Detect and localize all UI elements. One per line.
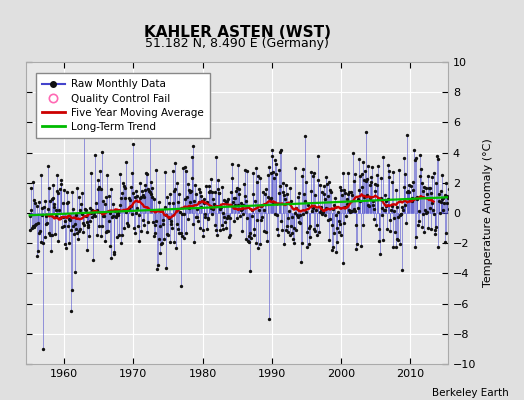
Text: Berkeley Earth: Berkeley Earth (432, 388, 508, 398)
Text: 51.182 N, 8.490 E (Germany): 51.182 N, 8.490 E (Germany) (145, 37, 329, 50)
Y-axis label: Temperature Anomaly (°C): Temperature Anomaly (°C) (483, 139, 493, 287)
Title: KAHLER ASTEN (WST): KAHLER ASTEN (WST) (144, 25, 331, 40)
Legend: Raw Monthly Data, Quality Control Fail, Five Year Moving Average, Long-Term Tren: Raw Monthly Data, Quality Control Fail, … (36, 73, 210, 138)
